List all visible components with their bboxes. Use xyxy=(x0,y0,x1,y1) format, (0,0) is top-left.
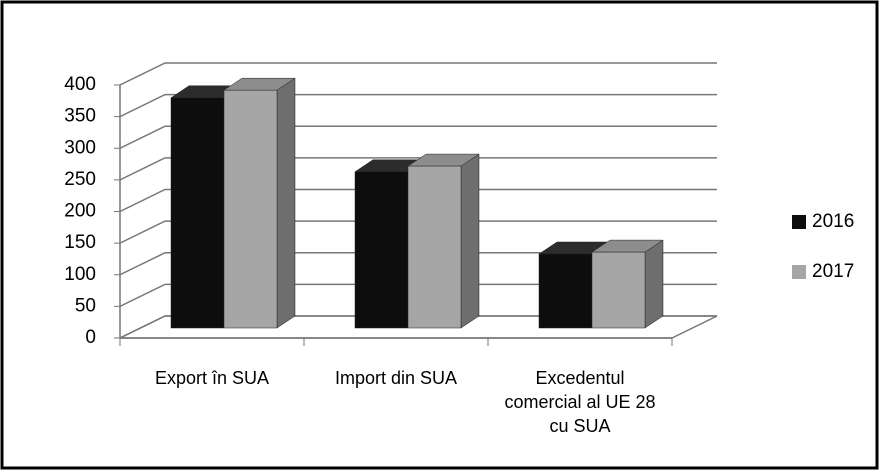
grid-line xyxy=(119,157,717,181)
bar-side xyxy=(460,153,480,329)
legend-label: 2017 xyxy=(812,261,854,282)
y-tick-label: 300 xyxy=(64,137,96,158)
bar-side xyxy=(644,239,664,329)
legend-swatch xyxy=(792,215,806,229)
x-tick-label: Export în SUA xyxy=(154,368,270,388)
x-tick-label: Excedentul comercial al UE 28 cu SUA xyxy=(504,368,656,436)
grid-line xyxy=(119,93,717,118)
y-tick-label: 150 xyxy=(64,232,96,253)
y-tick-label: 200 xyxy=(64,201,96,222)
legend-swatch xyxy=(792,265,806,279)
grid-line xyxy=(119,283,717,308)
bar xyxy=(223,89,278,329)
y-tick-label: 350 xyxy=(64,106,96,127)
bar xyxy=(591,251,646,329)
bar xyxy=(170,97,225,329)
bar xyxy=(538,253,593,329)
grid-line xyxy=(119,62,717,86)
grid-line xyxy=(119,125,717,149)
bar xyxy=(354,171,409,329)
bar xyxy=(407,165,462,329)
y-tick-label: 400 xyxy=(64,74,96,95)
bar-side xyxy=(276,77,296,329)
grid-line xyxy=(119,188,717,213)
x-tick-label: Import din SUA xyxy=(334,368,458,388)
y-tick-label: 0 xyxy=(85,327,96,348)
y-tick-label: 50 xyxy=(75,295,96,316)
grid-line xyxy=(119,252,717,276)
y-tick-label: 100 xyxy=(64,264,96,285)
grid-line xyxy=(119,315,717,339)
grid-line xyxy=(119,220,717,244)
legend-label: 2016 xyxy=(812,211,854,232)
y-tick-label: 250 xyxy=(64,169,96,190)
